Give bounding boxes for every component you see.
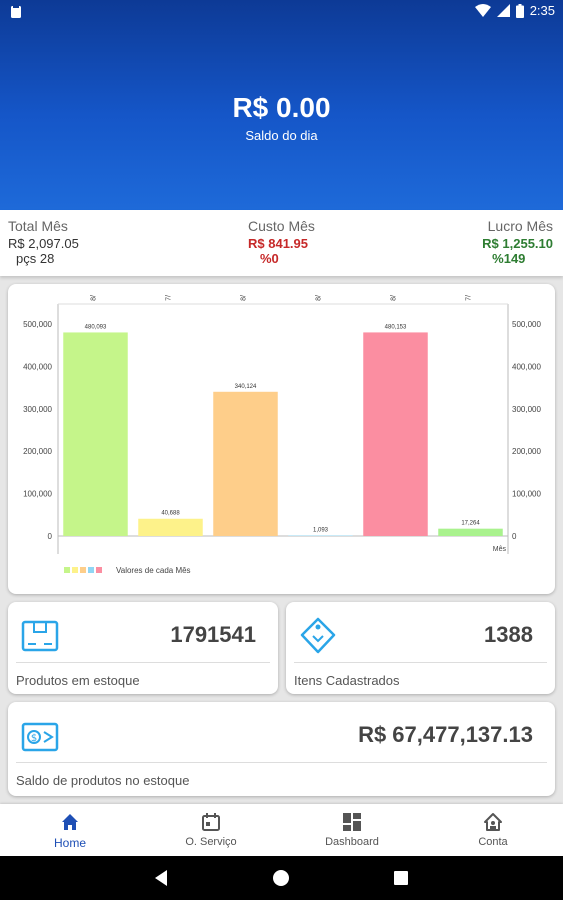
total-month-label: Total Mês (8, 218, 68, 234)
signal-icon (496, 4, 510, 17)
nav-home-label: Home (53, 836, 86, 850)
y-tick-label-right: 0 (512, 532, 517, 541)
category-label: 8/ (91, 295, 98, 301)
total-month: Total Mês R$ 2,097.05 pçs 28 (8, 218, 79, 266)
account-home-icon (484, 813, 502, 831)
status-bar: 2:35 (0, 0, 563, 24)
category-label: 8/ (391, 295, 398, 301)
y-tick-label-left: 200,000 (23, 447, 52, 456)
money-box-icon: $ (21, 722, 59, 752)
monthly-chart-card: 0 0 100,000 100,000 200,000 200,000 300,000 300… (8, 284, 555, 594)
y-tick-label-left: 400,000 (23, 362, 52, 371)
category-label: 8/ (241, 295, 248, 301)
daily-balance: R$ 0.00 (232, 92, 331, 123)
bar-value-label: 340,124 (235, 384, 257, 390)
home-icon (62, 814, 78, 830)
x-axis-label: Mês (493, 546, 507, 553)
divider (294, 662, 547, 663)
notification-icon (11, 5, 21, 18)
month-summary: Total Mês R$ 2,097.05 pçs 28 Custo Mês R… (0, 210, 563, 276)
cost-month-label: Custo Mês (248, 218, 315, 234)
recents-icon[interactable] (393, 870, 409, 886)
bar-value-label: 1,093 (313, 528, 329, 534)
chart-bar (138, 518, 203, 536)
divider (16, 662, 270, 663)
registered-items-label: Itens Cadastrados (294, 673, 400, 688)
chart-bar (213, 391, 278, 536)
nav-service-orders-label: O. Serviço (185, 836, 237, 848)
cost-month-percent: %0 (260, 251, 279, 266)
legend-swatch (88, 567, 94, 573)
box-icon (21, 620, 59, 652)
legend-swatch (80, 567, 86, 573)
tag-icon (300, 617, 336, 654)
y-tick-label-left: 0 (48, 532, 53, 541)
cost-month-value: R$ 841.95 (248, 236, 308, 251)
y-tick-label-right: 400,000 (512, 362, 541, 371)
profit-month: Lucro Mês R$ 1,255.10 %149 (482, 218, 553, 266)
bar-value-label: 17,264 (461, 521, 480, 527)
chart-bar (63, 332, 128, 536)
legend-swatch (72, 567, 78, 573)
nav-home[interactable]: Home (0, 804, 140, 856)
bar-value-label: 480,153 (385, 324, 407, 330)
cost-month: Custo Mês R$ 841.95 %0 (248, 218, 315, 266)
profit-month-value: R$ 1,255.10 (482, 236, 553, 251)
svg-text:$: $ (31, 733, 37, 744)
stock-products-card[interactable]: 1791541 Produtos em estoque (8, 602, 278, 694)
monthly-bar-chart[interactable]: 0 0 100,000 100,000 200,000 200,000 300,000 300… (8, 284, 555, 594)
category-label: 7/ (466, 295, 473, 301)
system-navigation-bar (0, 856, 563, 900)
y-tick-label-right: 500,000 (512, 320, 541, 329)
bar-value-label: 480,093 (85, 324, 107, 330)
nav-dashboard-label: Dashboard (325, 836, 379, 848)
y-tick-label-right: 200,000 (512, 447, 541, 456)
legend-label: Valores de cada Mês (116, 566, 191, 575)
divider (16, 762, 547, 763)
status-time: 2:35 (529, 3, 555, 18)
stock-products-label: Produtos em estoque (16, 673, 140, 688)
total-month-pieces: pçs 28 (16, 251, 55, 266)
chart-bar (438, 528, 503, 536)
category-label: 7/ (166, 295, 173, 301)
legend-swatch (96, 567, 102, 573)
header: 2:35 R$ 0.00 Saldo do dia (0, 0, 563, 210)
legend-swatch (64, 567, 70, 573)
total-month-value: R$ 2,097.05 (8, 236, 79, 251)
profit-month-label: Lucro Mês (487, 218, 553, 234)
stock-balance-label: Saldo de produtos no estoque (16, 773, 190, 788)
registered-items-value: 1388 (484, 622, 533, 647)
wifi-icon (474, 4, 491, 17)
profit-month-percent: %149 (492, 251, 526, 266)
y-tick-label-right: 300,000 (512, 405, 541, 414)
nav-dashboard[interactable]: Dashboard (282, 804, 422, 856)
daily-balance-label: Saldo do dia (245, 128, 318, 143)
registered-items-card[interactable]: 1388 Itens Cadastrados (286, 602, 555, 694)
calendar-icon (202, 813, 220, 831)
nav-service-orders[interactable]: O. Serviço (141, 804, 281, 856)
back-icon[interactable] (152, 869, 170, 887)
dashboard-icon (343, 813, 361, 831)
bottom-navigation: Home O. Serviço Dashboard Conta (0, 804, 563, 856)
nav-account[interactable]: Conta (423, 804, 563, 856)
y-tick-label-right: 100,000 (512, 490, 541, 499)
bar-value-label: 40,688 (161, 511, 180, 517)
battery-icon (515, 3, 524, 18)
category-label: 8/ (316, 295, 323, 301)
y-tick-label-left: 100,000 (23, 490, 52, 499)
y-tick-label-left: 300,000 (23, 405, 52, 414)
chart-bar (363, 332, 428, 536)
home-circle-icon[interactable] (272, 869, 290, 887)
y-tick-label-left: 500,000 (23, 320, 52, 329)
stock-balance-card[interactable]: $ R$ 67,477,137.13 Saldo de produtos no … (8, 702, 555, 796)
nav-account-label: Conta (478, 836, 508, 848)
stock-balance-value: R$ 67,477,137.13 (358, 722, 533, 747)
stock-products-value: 1791541 (170, 622, 256, 647)
